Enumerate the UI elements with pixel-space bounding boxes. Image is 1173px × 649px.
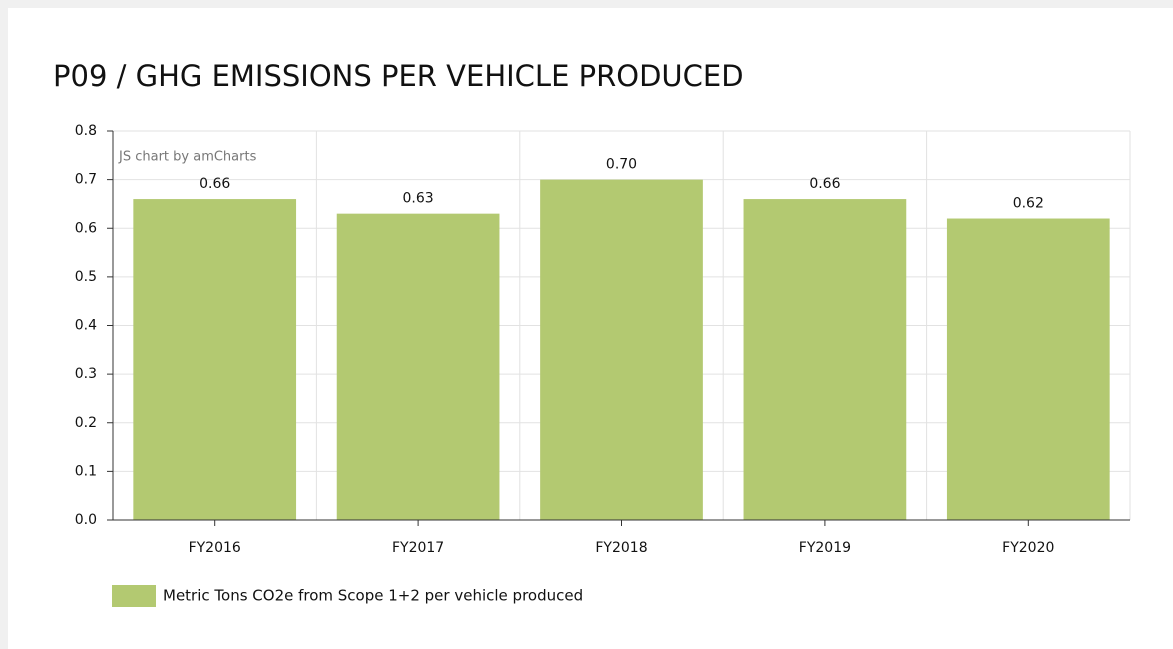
x-tick-label: FY2017 — [392, 540, 444, 556]
y-tick-label: 0.4 — [75, 318, 97, 334]
y-tick-label: 0.0 — [75, 512, 97, 528]
bar — [133, 199, 297, 520]
value-label: 0.66 — [809, 176, 840, 192]
legend-swatch — [112, 585, 156, 607]
chart-title: P09 / GHG EMISSIONS PER VEHICLE PRODUCED — [53, 59, 744, 93]
bar — [540, 179, 703, 520]
value-label: 0.70 — [606, 157, 637, 173]
x-tick-label: FY2018 — [595, 540, 647, 556]
value-label: 0.63 — [403, 191, 434, 207]
x-tick-label: FY2019 — [799, 540, 851, 556]
y-tick-label: 0.6 — [75, 220, 97, 236]
x-tick-label: FY2016 — [189, 540, 241, 556]
y-tick-label: 0.2 — [75, 415, 97, 431]
y-tick-label: 0.8 — [75, 123, 97, 139]
y-tick-label: 0.1 — [75, 463, 97, 479]
legend-label: Metric Tons CO2e from Scope 1+2 per vehi… — [163, 587, 583, 605]
watermark: JS chart by amCharts — [118, 150, 257, 165]
value-label: 0.62 — [1013, 196, 1044, 212]
bar — [946, 218, 1110, 520]
value-label: 0.66 — [199, 176, 230, 192]
y-tick-label: 0.5 — [75, 269, 97, 285]
x-tick-label: FY2020 — [1002, 540, 1054, 556]
y-tick-label: 0.3 — [75, 366, 97, 382]
bar — [336, 213, 500, 520]
bar — [743, 199, 907, 520]
y-tick-label: 0.7 — [75, 172, 97, 188]
